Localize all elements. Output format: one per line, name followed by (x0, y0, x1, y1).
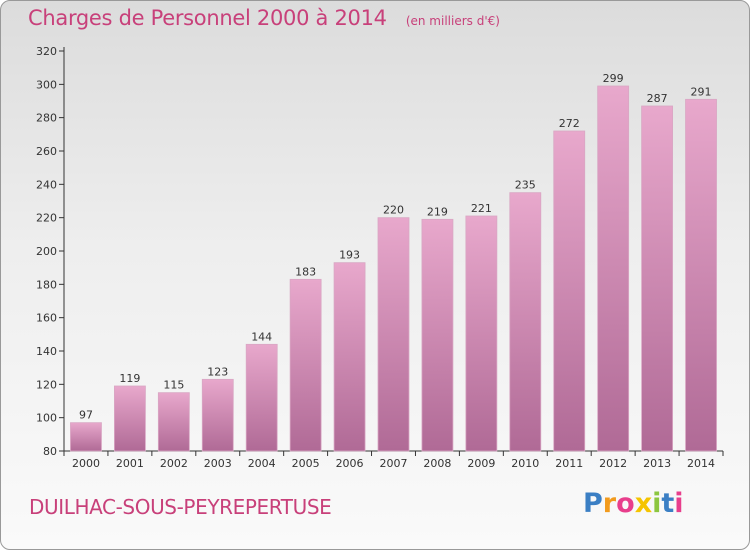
value-label: 291 (691, 85, 712, 98)
value-label: 119 (119, 372, 140, 385)
x-tick-label: 2009 (467, 457, 495, 470)
x-tick-label: 2014 (687, 457, 715, 470)
bar (245, 343, 278, 452)
x-tick-label: 2006 (336, 457, 364, 470)
x-tick-label: 2007 (380, 457, 408, 470)
x-tick-label: 2004 (248, 457, 276, 470)
title-row: Charges de Personnel 2000 à 2014 (en mil… (28, 6, 500, 30)
y-tick-label: 180 (36, 278, 57, 291)
x-tick-label: 2013 (643, 457, 671, 470)
unit-note: (en milliers d'€) (405, 14, 500, 28)
y-tick-label: 240 (36, 178, 57, 191)
bar (641, 105, 673, 452)
proxiti-logo: Proxiti (583, 488, 684, 519)
value-label: 123 (207, 365, 228, 378)
y-tick-label: 280 (36, 112, 57, 125)
y-tick-label: 80 (43, 445, 57, 458)
y-tick-label: 160 (36, 312, 57, 325)
chart-bars (70, 85, 717, 452)
y-tick-label: 320 (36, 45, 57, 58)
x-tick-label: 2002 (160, 457, 188, 470)
bar (509, 192, 542, 452)
x-tick-label: 2003 (204, 457, 232, 470)
bar (553, 130, 586, 452)
y-tick-label: 260 (36, 145, 57, 158)
x-tick-label: 2008 (423, 457, 451, 470)
y-tick-label: 120 (36, 378, 57, 391)
logo-letter: i (674, 488, 684, 519)
value-label: 97 (79, 409, 93, 422)
value-label: 287 (647, 92, 668, 105)
bar (70, 422, 102, 452)
x-tick-label: 2012 (599, 457, 627, 470)
bar (201, 378, 234, 452)
chart-axes: 80 100 120 140 160 180 200 220 240 260 280 300 320 (36, 45, 724, 458)
bar (465, 215, 498, 452)
logo-letter: P (583, 488, 603, 519)
chart-labels: 97 2000 119 2001 115 2002 123 2003 144 2004 183 200… (72, 72, 715, 470)
value-label: 299 (603, 72, 624, 85)
value-label: 220 (383, 204, 404, 217)
logo-letter: x (634, 488, 653, 519)
x-tick-label: 2010 (511, 457, 539, 470)
logo-letter: t (661, 488, 675, 519)
value-label: 183 (295, 265, 316, 278)
logo-letter: o (616, 488, 635, 519)
y-tick-label: 140 (36, 345, 57, 358)
logo-letter: i (652, 488, 662, 519)
bar (377, 217, 410, 452)
x-tick-label: 2001 (116, 457, 144, 470)
bar (685, 98, 717, 452)
bar (114, 385, 146, 452)
x-tick-label: 2011 (555, 457, 583, 470)
value-label: 221 (471, 202, 492, 215)
chart-title: Charges de Personnel 2000 à 2014 (28, 6, 387, 30)
bar (421, 218, 454, 452)
bar (157, 392, 190, 452)
y-tick-label: 300 (36, 78, 57, 91)
bar (333, 262, 366, 452)
commune-name: DUILHAC-SOUS-PEYREPERTUSE (29, 495, 332, 519)
value-label: 272 (559, 117, 580, 130)
value-label: 115 (163, 379, 184, 392)
y-tick-label: 220 (36, 212, 57, 225)
logo-letter: r (602, 488, 617, 519)
x-tick-label: 2005 (292, 457, 320, 470)
bar (289, 278, 322, 452)
bar (597, 85, 630, 452)
value-label: 144 (251, 330, 272, 343)
y-tick-label: 100 (36, 412, 57, 425)
value-label: 219 (427, 205, 448, 218)
x-tick-label: 2000 (72, 457, 100, 470)
y-tick-label: 200 (36, 245, 57, 258)
value-label: 235 (515, 179, 536, 192)
value-label: 193 (339, 249, 360, 262)
